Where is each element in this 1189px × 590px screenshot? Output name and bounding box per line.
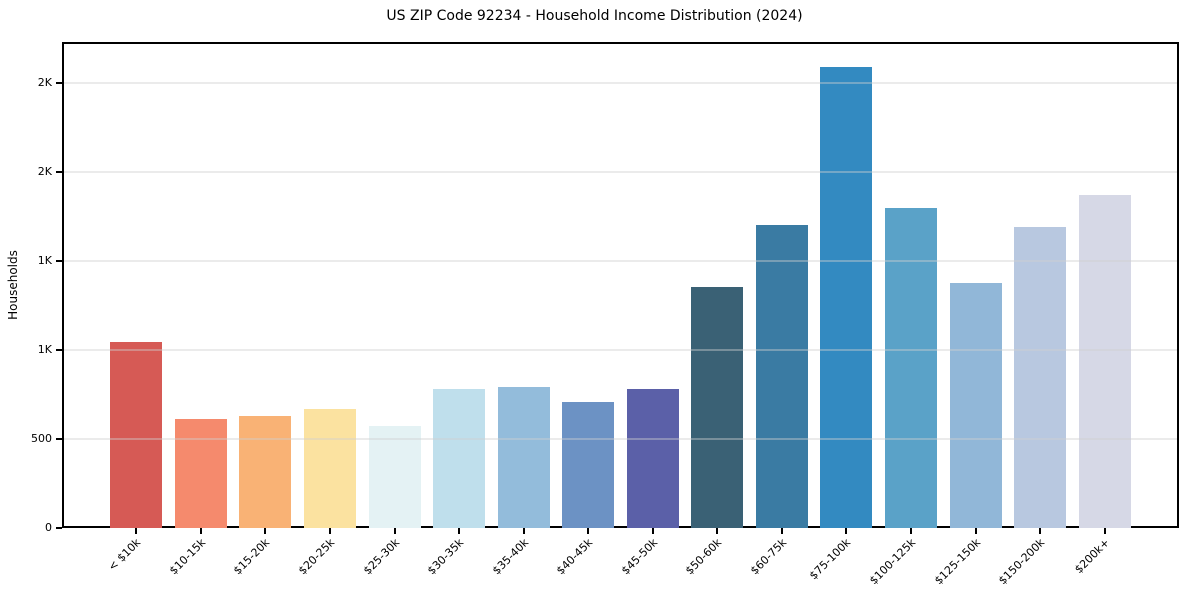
x-tick-mark xyxy=(974,528,977,534)
bar xyxy=(497,386,550,528)
bar xyxy=(949,283,1002,528)
bar xyxy=(433,388,486,528)
y-tick-mark xyxy=(56,527,62,529)
x-tick-mark xyxy=(587,528,590,534)
x-tick-label: < $10k xyxy=(105,536,144,574)
gridline xyxy=(64,348,1177,351)
y-axis-label: Households xyxy=(6,250,20,320)
bar xyxy=(239,415,292,528)
y-tick-mark xyxy=(56,348,62,351)
bar xyxy=(174,418,227,528)
x-tick-mark xyxy=(651,528,654,534)
bar xyxy=(1078,194,1131,528)
bar xyxy=(691,287,744,528)
x-tick-mark xyxy=(458,528,461,534)
y-tick-label: 1K xyxy=(37,342,52,356)
gridline xyxy=(64,81,1177,84)
x-tick-mark xyxy=(1103,528,1106,534)
y-tick-mark xyxy=(56,259,62,262)
bar xyxy=(1014,226,1067,528)
y-tick-mark xyxy=(56,170,62,173)
bar xyxy=(755,224,808,528)
y-tick-mark xyxy=(56,81,62,84)
bar xyxy=(368,426,421,528)
bar xyxy=(885,207,938,528)
bar xyxy=(626,388,679,528)
x-tick-mark xyxy=(135,528,138,534)
bar xyxy=(110,341,163,528)
y-tick-label: 2K xyxy=(37,164,52,178)
y-tick-label: 500 xyxy=(31,431,52,445)
y-tick-label: 2K xyxy=(37,75,52,89)
bar xyxy=(562,402,615,528)
bar xyxy=(303,408,356,528)
x-tick-mark xyxy=(264,528,267,534)
x-tick-mark xyxy=(845,528,848,534)
plot-area xyxy=(62,42,1179,528)
y-tick-label: 0 xyxy=(45,521,52,534)
y-tick-mark xyxy=(56,437,62,440)
gridline xyxy=(64,259,1177,262)
x-tick-mark xyxy=(1039,528,1042,534)
gridline xyxy=(64,170,1177,173)
x-tick-mark xyxy=(522,528,525,534)
x-tick-mark xyxy=(910,528,913,534)
x-tick-mark xyxy=(393,528,396,534)
y-tick-label: 1K xyxy=(37,253,52,267)
x-tick-mark xyxy=(716,528,719,534)
gridline xyxy=(64,437,1177,440)
x-tick-mark xyxy=(780,528,783,534)
bar xyxy=(820,66,873,528)
x-tick-mark xyxy=(199,528,202,534)
x-tick-mark xyxy=(328,528,331,534)
chart-title: US ZIP Code 92234 - Household Income Dis… xyxy=(386,8,803,24)
